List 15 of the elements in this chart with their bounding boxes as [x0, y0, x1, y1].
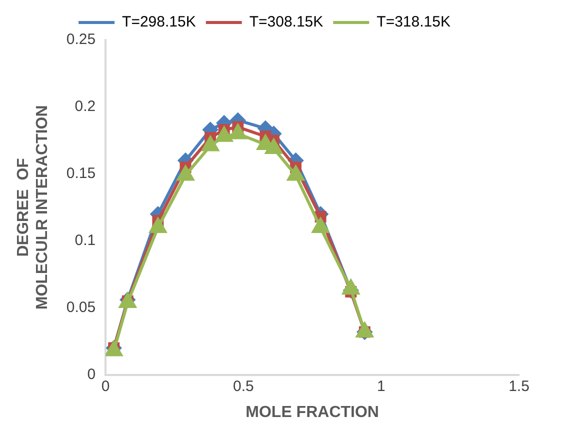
- y-axis-title: DEGREE OF MOLECULR INTERACTION: [15, 105, 52, 310]
- y-tick-label: 0.15: [66, 165, 96, 182]
- y-tick-label: 0.2: [74, 98, 96, 116]
- x-axis-title: MOLE FRACTION: [246, 404, 379, 421]
- y-tick-label: 0: [87, 366, 96, 383]
- x-tick-label: 1: [377, 378, 386, 395]
- x-tick-label: 0.5: [232, 378, 254, 395]
- x-tick-label: 0: [101, 378, 110, 395]
- legend-label: T=308.15K: [249, 14, 324, 31]
- legend-label: T=298.15K: [122, 14, 196, 31]
- y-tick-label: 0.1: [74, 232, 96, 250]
- x-tick-label: 1.5: [508, 378, 530, 395]
- y-tick-label: 0.25: [66, 31, 96, 48]
- y-tick-label: 0.05: [66, 298, 96, 316]
- legend-label: T=318.15K: [376, 14, 450, 31]
